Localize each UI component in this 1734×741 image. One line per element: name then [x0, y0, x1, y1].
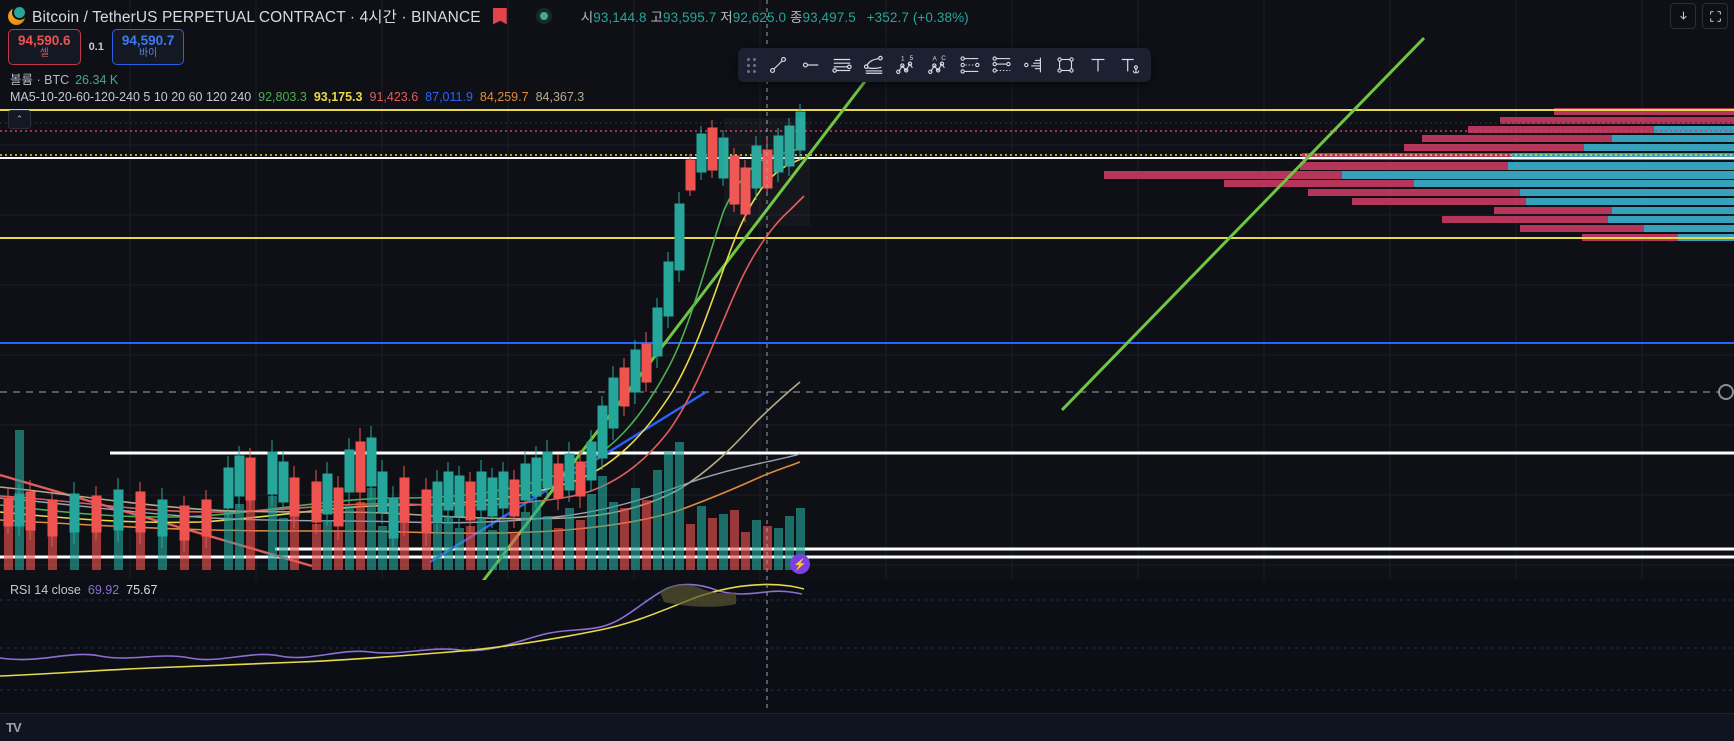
ma-legend-value-4: 84,259.7: [479, 90, 529, 104]
ohlc-values: 시93,144.8 고93,595.7 저92,625.0 종93,497.5 …: [581, 6, 969, 26]
buy-price: 94,590.7: [121, 33, 175, 48]
trend-line-tool[interactable]: [763, 51, 793, 79]
svg-text:C: C: [941, 55, 946, 62]
chart-header: Bitcoin / TetherUS PERPETUAL CONTRACT · …: [0, 0, 1734, 32]
fib-retracement-tool[interactable]: [955, 51, 985, 79]
buy-label: 바이: [138, 48, 158, 59]
rsi-legend-value-0: 69.92: [87, 583, 120, 597]
spread-value: 0.1: [88, 41, 104, 53]
volume-legend-title: 볼륨 · BTC: [10, 73, 70, 87]
flag-icon: [492, 7, 507, 25]
pitchfork-tool[interactable]: [859, 51, 889, 79]
svg-text:1: 1: [901, 55, 905, 62]
parallel-channel-tool[interactable]: [827, 51, 857, 79]
bottom-bar: TV: [0, 713, 1734, 741]
ma-legend-title: MA5-10-20-60-120-240 5 10 20 60 120 240: [10, 90, 252, 104]
ma-legend[interactable]: MA5-10-20-60-120-240 5 10 20 60 120 240 9…: [10, 90, 584, 104]
tradingview-logo[interactable]: TV: [6, 720, 22, 735]
rectangle-tool[interactable]: [1051, 51, 1081, 79]
svg-text:A: A: [933, 55, 938, 62]
buy-button[interactable]: 94,590.7 바이: [111, 29, 185, 65]
fullscreen-icon[interactable]: [1702, 3, 1728, 29]
symbol-title[interactable]: Bitcoin / TetherUS PERPETUAL CONTRACT · …: [32, 9, 481, 26]
fixed-range-volume-profile-tool[interactable]: [1019, 51, 1049, 79]
elliott-wave-abc-tool[interactable]: A C: [923, 51, 953, 79]
svg-text:5: 5: [910, 55, 914, 62]
horizontal-ray-tool[interactable]: [795, 51, 825, 79]
low-value: 92,625.0: [732, 10, 787, 25]
high-label: 고: [650, 10, 663, 25]
sell-button[interactable]: 94,590.6 셀: [8, 29, 81, 65]
high-value: 93,595.7: [662, 10, 717, 25]
bitcoin-logo-icon: [8, 4, 27, 25]
text-tool[interactable]: [1083, 51, 1113, 79]
ma-legend-value-5: 84,367.3: [535, 90, 585, 104]
header-right-buttons: [1670, 3, 1728, 29]
ma-legend-value-3: 87,011.9: [425, 90, 473, 104]
volume-legend[interactable]: 볼륨 · BTC 26.34 K: [10, 69, 118, 88]
zap-icon[interactable]: ⚡: [790, 554, 810, 574]
close-value: 93,497.5: [802, 10, 856, 25]
low-label: 저: [720, 10, 733, 25]
trade-widget: 94,590.6 셀 0.1 94,590.7 바이: [8, 29, 185, 65]
change-value: +352.7 (+0.38%): [866, 10, 969, 25]
ma-legend-value-1: 93,175.3: [313, 90, 363, 104]
open-label: 시: [580, 10, 594, 25]
drawing-toolbar[interactable]: 1 5 A C: [738, 48, 1151, 82]
collapse-pane-chevron[interactable]: ⌃: [8, 110, 31, 129]
rsi-legend[interactable]: RSI 14 close 69.92 75.67: [10, 583, 157, 597]
fib-extension-tool[interactable]: [987, 51, 1017, 79]
close-label: 종: [789, 10, 803, 25]
ma-legend-value-0: 92,803.3: [258, 90, 307, 104]
sell-label: 셀: [39, 48, 49, 59]
drag-handle-icon[interactable]: [744, 54, 758, 76]
sell-price: 94,590.6: [18, 33, 71, 48]
elliott-wave-1-5-tool[interactable]: 1 5: [891, 51, 921, 79]
price-scale-handle[interactable]: [1718, 384, 1734, 400]
rsi-legend-value-1: 75.67: [126, 583, 158, 597]
rsi-legend-title: RSI 14 close: [10, 583, 81, 597]
anchored-text-tool[interactable]: [1115, 51, 1145, 79]
ma-legend-value-2: 91,423.6: [369, 90, 419, 104]
market-status-dot-icon[interactable]: [535, 8, 552, 24]
download-icon[interactable]: [1670, 3, 1696, 29]
open-value: 93,144.8: [593, 10, 647, 25]
volume-legend-value: 26.34 K: [75, 73, 119, 87]
